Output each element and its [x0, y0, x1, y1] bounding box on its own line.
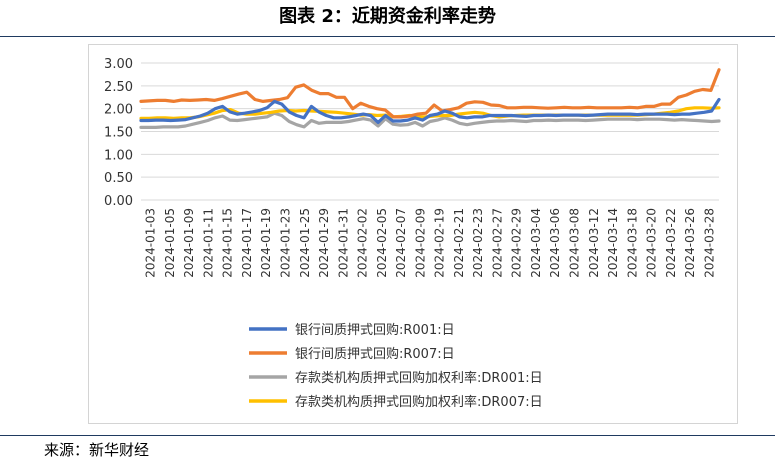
legend-label: 银行间质押式回购:R007:日: [295, 346, 455, 362]
legend-label: 存款类机构质押式回购加权利率:DR007:日: [295, 394, 543, 410]
x-tick-label: 2024-03-06: [548, 208, 562, 278]
x-tick-label: 2024-03-14: [606, 208, 620, 278]
y-axis-ticks: 0.00 0.50 1.00 1.50 2.00 2.50 3.00: [104, 57, 133, 209]
x-tick-label: 2024-02-27: [490, 208, 504, 278]
y-tick-label: 1.50: [104, 126, 133, 141]
legend: 银行间质押式回购:R001:日银行间质押式回购:R007:日存款类机构质押式回购…: [249, 322, 543, 410]
x-tick-label: 2024-02-02: [356, 208, 370, 278]
x-tick-label: 2024-01-09: [182, 208, 196, 278]
y-tick-label: 2.50: [104, 80, 133, 95]
source-note: 来源：新华财经: [44, 441, 150, 459]
y-tick-label: 0.50: [104, 171, 133, 186]
x-tick-label: 2024-02-07: [394, 208, 408, 278]
x-tick-label: 2024-03-26: [683, 208, 697, 278]
x-tick-label: 2024-01-03: [144, 208, 158, 278]
x-tick-label: 2024-01-11: [201, 208, 215, 278]
chart-frame: 0.00 0.50 1.00 1.50 2.00 2.50 3.00 2024-01-03 2…: [88, 44, 738, 424]
x-tick-label: 2024-01-17: [240, 208, 254, 278]
legend-label: 存款类机构质押式回购加权利率:DR001:日: [295, 370, 543, 386]
x-tick-label: 2024-01-19: [259, 208, 273, 278]
top-rule: [0, 36, 775, 37]
x-tick-label: 2024-03-12: [587, 208, 601, 278]
grid-lines: [141, 62, 719, 201]
series-lines: [139, 68, 721, 130]
x-tick-label: 2024-01-31: [336, 208, 350, 278]
x-tick-label: 2024-02-05: [375, 208, 389, 278]
x-tick-label: 2024-03-18: [625, 208, 639, 278]
x-tick-label: 2024-02-23: [471, 208, 485, 278]
y-tick-label: 3.00: [104, 57, 133, 72]
x-tick-label: 2024-01-15: [221, 208, 235, 278]
y-tick-label: 1.00: [104, 148, 133, 163]
x-tick-label: 2024-03-04: [529, 208, 543, 278]
x-tick-label: 2024-03-28: [702, 208, 716, 278]
x-tick-label: 2024-02-21: [452, 208, 466, 278]
x-tick-label: 2024-01-05: [163, 208, 177, 278]
series-line-2: [139, 68, 721, 119]
x-tick-label: 2024-02-09: [413, 208, 427, 278]
series-line-1: [139, 97, 721, 125]
x-tick-label: 2024-03-20: [645, 208, 659, 278]
bottom-rule: [0, 435, 775, 436]
x-axis-ticks: 2024-01-03 2024-01-05 2024-01-09 2024-01-11…: [144, 208, 717, 278]
x-tick-label: 2024-01-29: [317, 208, 331, 278]
x-tick-label: 2024-02-19: [433, 208, 447, 278]
x-tick-label: 2024-03-08: [568, 208, 582, 278]
y-tick-label: 2.00: [104, 103, 133, 118]
legend-label: 银行间质押式回购:R001:日: [295, 322, 455, 338]
line-chart: 0.000.501.001.502.002.503.00 2024-01-03 2…: [104, 57, 721, 410]
x-tick-label: 2024-03-22: [664, 208, 678, 278]
x-tick-label: 2024-02-29: [510, 208, 524, 278]
series-line-3: [139, 111, 721, 130]
x-tick-label: 2024-01-23: [279, 208, 293, 278]
chart-title: 图表 2：近期资金利率走势: [279, 6, 496, 27]
x-tick-label: 2024-01-25: [298, 208, 312, 278]
y-tick-label: 0.00: [104, 194, 133, 209]
